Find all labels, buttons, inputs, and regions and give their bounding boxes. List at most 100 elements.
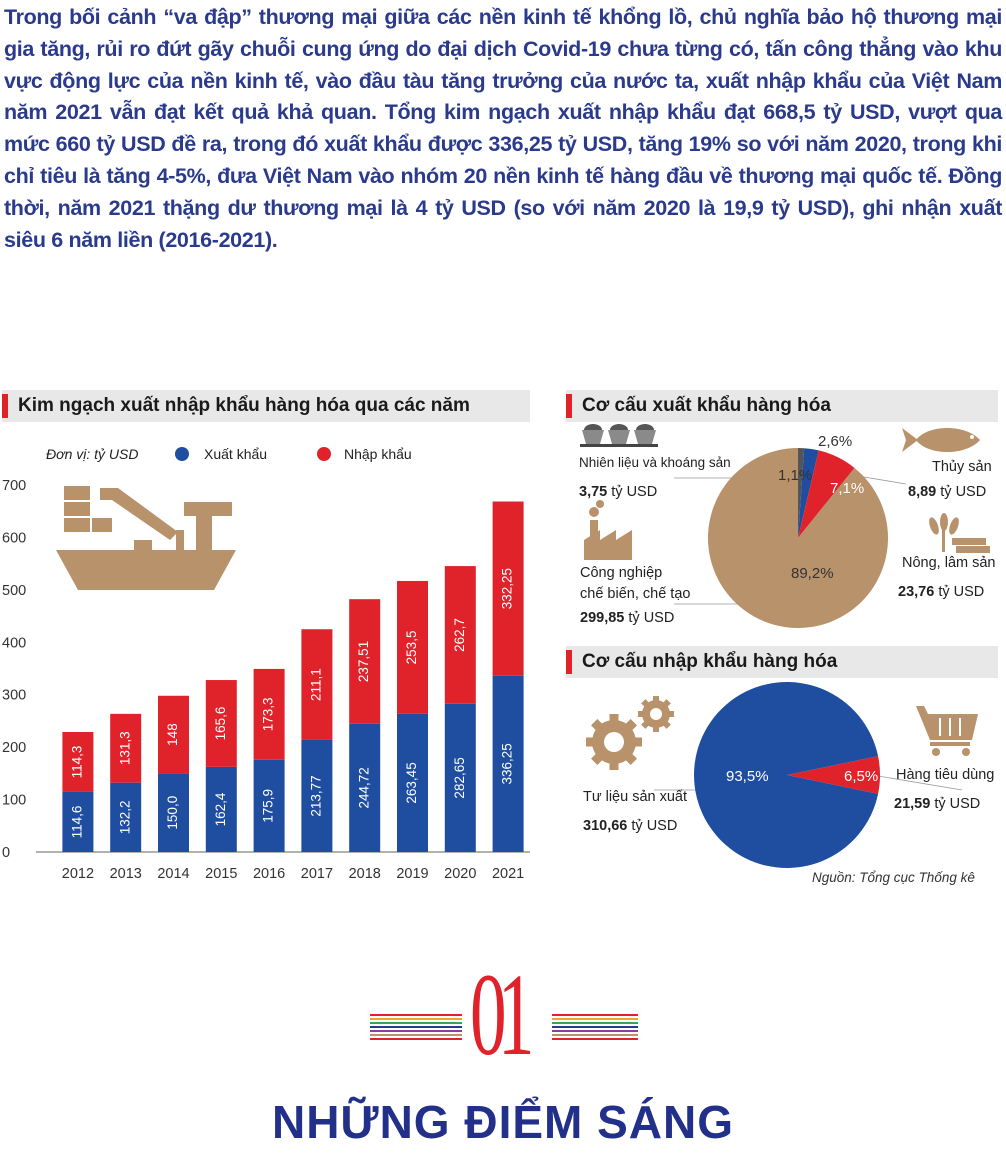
gear-tooth: [591, 719, 604, 732]
export-pie: 89,2% 1,1% 2,6% 7,1%: [580, 424, 990, 628]
bar-import: [110, 713, 142, 783]
section-number: 01: [470, 949, 534, 1080]
bar-import-value: 131,3: [117, 731, 132, 765]
y-tick-label: 0: [2, 845, 10, 861]
unit-label: Đơn vị: tỷ USD: [46, 446, 138, 462]
bar-import-value: 173,3: [261, 697, 276, 731]
pie-slice: [708, 448, 888, 628]
y-tick-label: 400: [2, 635, 26, 651]
production-value: 310,66 tỷ USD: [583, 818, 678, 834]
gear-tooth: [653, 726, 659, 732]
bar-import-value: 253,5: [404, 631, 419, 665]
x-tick-label: 2015: [205, 866, 237, 882]
mineral-value: 3,75 tỷ USD: [579, 484, 658, 500]
bar-import-value: 114,3: [69, 746, 84, 779]
x-tick-label: 2017: [301, 866, 333, 882]
legend-export-marker: [175, 447, 189, 461]
x-tick-label: 2020: [444, 866, 476, 882]
pie-slice: [798, 448, 819, 538]
intro-paragraph: Trong bối cảnh “va đập” thương mại giữa …: [4, 5, 1002, 252]
bar-export: [301, 739, 333, 852]
bar-export-value: 162,4: [213, 792, 228, 826]
bar-export: [492, 675, 524, 852]
right-stripes-decoration: [552, 1014, 638, 1040]
bar-export: [253, 759, 285, 852]
import-pie: 93,5% 6,5%: [586, 682, 978, 868]
x-tick-label: 2019: [396, 866, 428, 882]
agri-name: Nông, lâm sản: [902, 555, 996, 571]
gear-tooth: [638, 711, 644, 717]
x-tick-label: 2021: [492, 866, 524, 882]
gear-tooth: [624, 752, 637, 765]
source-note: Nguồn: Tổng cục Thống kê: [812, 870, 975, 885]
bar-export-value: 244,72: [356, 767, 371, 808]
bar-export-value: 213,77: [308, 775, 323, 816]
bar-import: [492, 501, 524, 676]
import-pie-title: Cơ cấu nhập khẩu hàng hóa: [582, 651, 838, 672]
bar-export: [205, 766, 237, 852]
x-tick-label: 2016: [253, 866, 285, 882]
export-pie-header: Cơ cấu xuất khẩu hàng hóa: [566, 390, 998, 422]
section-title: NHỮNG ĐIỂM SÁNG: [271, 1096, 735, 1148]
fish-value: 8,89 tỷ USD: [908, 484, 987, 500]
y-tick-label: 300: [2, 688, 26, 704]
header-accent: [566, 394, 572, 418]
pie-label-mineral: 1,1%: [778, 467, 812, 484]
gear-tooth: [662, 720, 671, 729]
bar-export: [397, 713, 428, 852]
leader-line: [865, 773, 963, 791]
pie-slice: [798, 450, 855, 538]
y-tick-label: 100: [2, 793, 26, 809]
legend-import-marker: [317, 447, 331, 461]
pie-slice: [787, 756, 880, 794]
bar-export-value: 282,65: [452, 757, 467, 798]
bar-export: [444, 703, 476, 852]
bar-export-value: 132,2: [117, 800, 132, 834]
x-tick-label: 2012: [62, 866, 94, 882]
y-tick-label: 700: [2, 478, 26, 494]
header-accent: [2, 394, 8, 418]
gear-tooth: [586, 737, 594, 747]
gear-tooth: [609, 762, 619, 770]
pie-slice: [694, 682, 879, 868]
bar-import: [349, 599, 381, 724]
gear-tooth: [609, 714, 619, 722]
bar-export: [110, 782, 142, 852]
consumer-value: 21,59 tỷ USD: [894, 796, 981, 812]
x-tick-label: 2014: [157, 866, 189, 882]
gear-tooth: [634, 737, 642, 747]
header-accent: [566, 650, 572, 674]
gear-tooth: [624, 719, 637, 732]
bar-import: [62, 731, 94, 792]
legend-export-label: Xuất khẩu: [204, 446, 267, 462]
bar-import: [301, 629, 333, 740]
gears-icon: [586, 696, 674, 770]
x-tick-label: 2018: [349, 866, 381, 882]
y-tick-label: 200: [2, 740, 26, 756]
factory-icon: [584, 500, 632, 560]
coal-carts-icon: [580, 424, 658, 447]
export-pie-title: Cơ cấu xuất khẩu hàng hóa: [582, 395, 831, 416]
bar-import-value: 165,6: [213, 707, 228, 741]
bar-import: [205, 680, 237, 767]
gear-tooth: [653, 696, 659, 702]
bar-export-value: 150,0: [165, 796, 180, 830]
bar-import: [158, 695, 189, 774]
bar-export: [158, 773, 189, 852]
pie-slice: [798, 448, 805, 538]
left-stripes-decoration: [370, 1014, 462, 1040]
gear-tooth: [662, 699, 671, 708]
industry-name-line1: Công nghiệp: [580, 565, 663, 581]
bar-chart: Đơn vị: tỷ USD Xuất khẩu Nhập khẩu 114,6…: [2, 446, 530, 882]
bar-import-value: 237,51: [356, 641, 371, 682]
bar-import: [253, 668, 285, 760]
y-tick-label: 500: [2, 583, 26, 599]
bar-export-value: 336,25: [500, 743, 515, 784]
bar-import-value: 262,7: [452, 618, 467, 652]
pie-label-consumer: 6,5%: [844, 768, 878, 785]
bar-export-value: 114,6: [69, 806, 84, 839]
bar-import: [397, 580, 428, 714]
mineral-name: Nhiên liệu và khoáng sản: [579, 455, 731, 470]
agri-value: 23,76 tỷ USD: [898, 584, 985, 600]
gear-tooth: [591, 752, 604, 765]
